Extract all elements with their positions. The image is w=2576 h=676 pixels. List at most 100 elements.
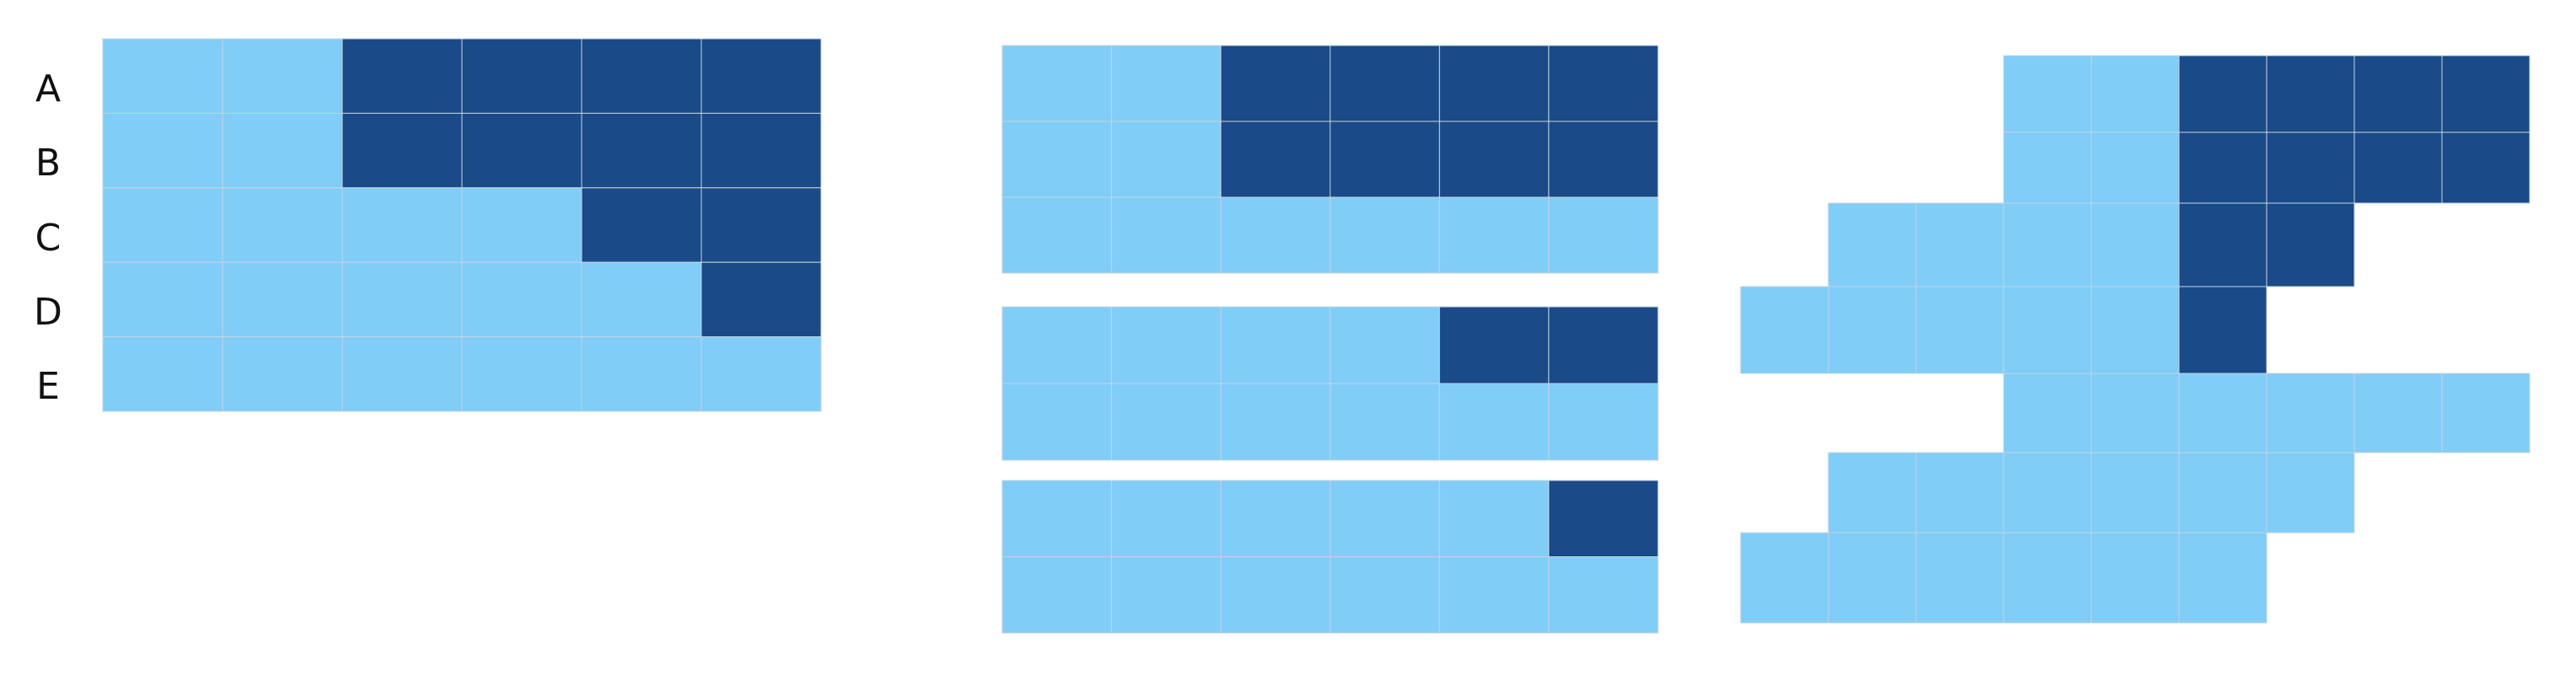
right-cell-r6-c3-light (1915, 452, 2004, 534)
middle-b2-cell-r2-c1-light (1001, 383, 1113, 461)
left-cell-r5-c6-light (700, 336, 822, 412)
right-cell-r7-c6-light (2178, 532, 2267, 624)
row-label-e: E (36, 365, 60, 408)
right-grid-panel (1740, 55, 2530, 624)
row-label-c: C (35, 217, 62, 260)
middle-b2-cell-r2-c6-light (1548, 383, 1659, 461)
middle-b1-cell-r1-c3-dark (1220, 45, 1331, 122)
left-cell-r2-c6-dark (700, 112, 822, 189)
right-cell-r2-c6-dark (2178, 131, 2267, 204)
right-cell-r3-c5-light (2090, 202, 2180, 287)
middle-b1-cell-r3-c3-light (1220, 196, 1331, 274)
right-cell-r3-c4-light (2003, 202, 2092, 287)
left-cell-r5-c2-light (222, 336, 343, 412)
row-label-a: A (35, 67, 61, 110)
middle-b3-cell-r2-c1-light (1001, 556, 1113, 634)
left-cell-r1-c3-dark (341, 38, 463, 114)
middle-b1-cell-r2-c2-light (1111, 121, 1221, 198)
middle-b1-cell-r1-c5-dark (1439, 45, 1549, 122)
right-cell-r1-c8-dark (2353, 55, 2443, 133)
middle-b1-cell-r2-c3-dark (1220, 121, 1331, 198)
left-cell-r2-c1-light (102, 112, 223, 189)
middle-b2-cell-r2-c4-light (1329, 383, 1441, 461)
right-cell-r7-c3-light (1915, 532, 2004, 624)
right-cell-r7-c1-light (1740, 532, 1829, 624)
right-cell-r2-c8-dark (2353, 131, 2443, 204)
left-cell-r3-c3-light (341, 187, 463, 263)
right-cell-r6-c5-light (2090, 452, 2180, 534)
left-cell-r5-c3-light (341, 336, 463, 412)
middle-b3-cell-r1-c6-dark (1548, 480, 1659, 557)
right-cell-r4-c4-light (2003, 286, 2092, 374)
left-cell-r4-c5-light (581, 261, 702, 338)
left-cell-r2-c2-light (222, 112, 343, 189)
left-cell-r1-c6-dark (700, 38, 822, 114)
right-cell-r4-c6-dark (2178, 286, 2267, 374)
middle-b1-cell-r1-c1-light (1001, 45, 1113, 122)
middle-b1-cell-r1-c2-light (1111, 45, 1221, 122)
middle-b3-cell-r2-c2-light (1111, 556, 1221, 634)
left-cell-r2-c5-dark (581, 112, 702, 189)
right-cell-r6-c7-light (2266, 452, 2355, 534)
left-cell-r3-c2-light (222, 187, 343, 263)
middle-b3-cell-r2-c3-light (1220, 556, 1331, 634)
right-cell-r5-c5-light (2090, 373, 2180, 453)
right-cell-r7-c5-light (2090, 532, 2180, 624)
middle-b2-cell-r2-c2-light (1111, 383, 1221, 461)
left-cell-r4-c2-light (222, 261, 343, 338)
right-cell-r4-c3-light (1915, 286, 2004, 374)
middle-b2-cell-r2-c5-light (1439, 383, 1549, 461)
middle-b2-cell-r1-c3-light (1220, 306, 1331, 384)
left-grid-panel (102, 38, 822, 412)
right-cell-r1-c6-dark (2178, 55, 2267, 133)
middle-b1-cell-r1-c6-dark (1548, 45, 1659, 122)
row-labels: A B C D E (34, 67, 62, 408)
right-cell-r2-c9-dark (2441, 131, 2530, 204)
middle-b2-cell-r1-c6-dark (1548, 306, 1659, 384)
middle-b1-cell-r2-c5-dark (1439, 121, 1549, 198)
right-cell-r5-c9-light (2441, 373, 2530, 453)
right-cell-r7-c4-light (2003, 532, 2092, 624)
right-cell-r5-c8-light (2353, 373, 2443, 453)
middle-b2-cell-r1-c4-light (1329, 306, 1441, 384)
middle-b3-cell-r1-c3-light (1220, 480, 1331, 557)
right-cell-r4-c2-light (1827, 286, 1917, 374)
right-cell-r2-c7-dark (2266, 131, 2355, 204)
left-cell-r3-c6-dark (700, 187, 822, 263)
left-cell-r4-c4-light (461, 261, 582, 338)
row-label-b: B (35, 142, 61, 185)
right-cell-r5-c7-light (2266, 373, 2355, 453)
middle-b3-cell-r2-c4-light (1329, 556, 1441, 634)
left-cell-r4-c6-dark (700, 261, 822, 338)
middle-b3-cell-r2-c6-light (1548, 556, 1659, 634)
right-cell-r6-c4-light (2003, 452, 2092, 534)
row-label-d: D (34, 291, 62, 334)
right-cell-r3-c7-dark (2266, 202, 2355, 287)
left-cell-r5-c4-light (461, 336, 582, 412)
left-cell-r4-c1-light (102, 261, 223, 338)
middle-b3-cell-r1-c1-light (1001, 480, 1113, 557)
right-cell-r7-c2-light (1827, 532, 1917, 624)
left-cell-r1-c1-light (102, 38, 223, 114)
right-cell-r1-c4-light (2003, 55, 2092, 133)
middle-b1-cell-r2-c6-dark (1548, 121, 1659, 198)
right-cell-r2-c4-light (2003, 131, 2092, 204)
left-cell-r3-c1-light (102, 187, 223, 263)
middle-b2-cell-r2-c3-light (1220, 383, 1331, 461)
middle-b3-cell-r1-c2-light (1111, 480, 1221, 557)
middle-b1-cell-r3-c6-light (1548, 196, 1659, 274)
left-cell-r3-c5-dark (581, 187, 702, 263)
right-cell-r1-c9-dark (2441, 55, 2530, 133)
middle-b3-cell-r1-c5-light (1439, 480, 1549, 557)
middle-b3-cell-r1-c4-light (1329, 480, 1441, 557)
middle-block-2 (1001, 306, 1659, 461)
right-cell-r6-c6-light (2178, 452, 2267, 534)
middle-b2-cell-r1-c2-light (1111, 306, 1221, 384)
left-cell-r2-c3-dark (341, 112, 463, 189)
left-cell-r1-c5-dark (581, 38, 702, 114)
left-cell-r2-c4-dark (461, 112, 582, 189)
middle-b2-cell-r1-c1-light (1001, 306, 1113, 384)
left-cell-r5-c5-light (581, 336, 702, 412)
middle-b3-cell-r2-c5-light (1439, 556, 1549, 634)
